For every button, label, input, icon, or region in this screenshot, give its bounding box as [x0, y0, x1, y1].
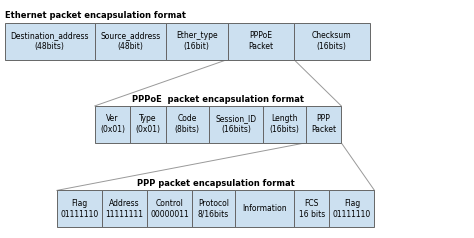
Text: Protocol
8/16bits: Protocol 8/16bits	[198, 199, 229, 219]
Text: Code
(8bits): Code (8bits)	[175, 114, 200, 134]
Bar	[329, 190, 374, 227]
Text: Address
11111111: Address 11111111	[105, 199, 144, 219]
Text: Session_ID
(16bits): Session_ID (16bits)	[215, 114, 256, 134]
Bar	[294, 190, 329, 227]
Bar	[57, 190, 102, 227]
Bar	[263, 106, 306, 143]
Text: Ethernet packet encapsulation format: Ethernet packet encapsulation format	[5, 11, 186, 20]
Text: Destination_address
(48bits): Destination_address (48bits)	[10, 31, 89, 51]
Bar	[95, 23, 166, 60]
Text: Length
(16bits): Length (16bits)	[269, 114, 300, 134]
Text: Flag
01111110: Flag 01111110	[60, 199, 99, 219]
Text: Type
(0x01): Type (0x01)	[136, 114, 161, 134]
Text: Ether_type
(16bit): Ether_type (16bit)	[176, 31, 218, 51]
Bar	[192, 190, 235, 227]
Bar	[147, 190, 192, 227]
Bar	[209, 106, 263, 143]
Bar	[166, 106, 209, 143]
Text: PPPoE
Packet: PPPoE Packet	[248, 31, 273, 51]
Text: PPPoE  packet encapsulation format: PPPoE packet encapsulation format	[132, 94, 304, 104]
Text: Control
00000011: Control 00000011	[150, 199, 189, 219]
Bar	[166, 23, 228, 60]
Bar	[130, 106, 166, 143]
Bar	[5, 23, 95, 60]
Text: Information: Information	[242, 204, 287, 213]
Bar	[294, 23, 370, 60]
Text: Ver
(0x01): Ver (0x01)	[100, 114, 125, 134]
Text: PPP packet encapsulation format: PPP packet encapsulation format	[137, 179, 294, 188]
Text: FCS
16 bits: FCS 16 bits	[299, 199, 325, 219]
Bar	[102, 190, 147, 227]
Bar	[306, 106, 341, 143]
Bar	[235, 190, 294, 227]
Text: Checksum
(16bits): Checksum (16bits)	[312, 31, 352, 51]
Bar	[228, 23, 294, 60]
Text: Source_address
(48bit): Source_address (48bit)	[100, 31, 161, 51]
Bar	[95, 106, 130, 143]
Text: Flag
01111110: Flag 01111110	[333, 199, 371, 219]
Text: PPP
Packet: PPP Packet	[311, 114, 336, 134]
